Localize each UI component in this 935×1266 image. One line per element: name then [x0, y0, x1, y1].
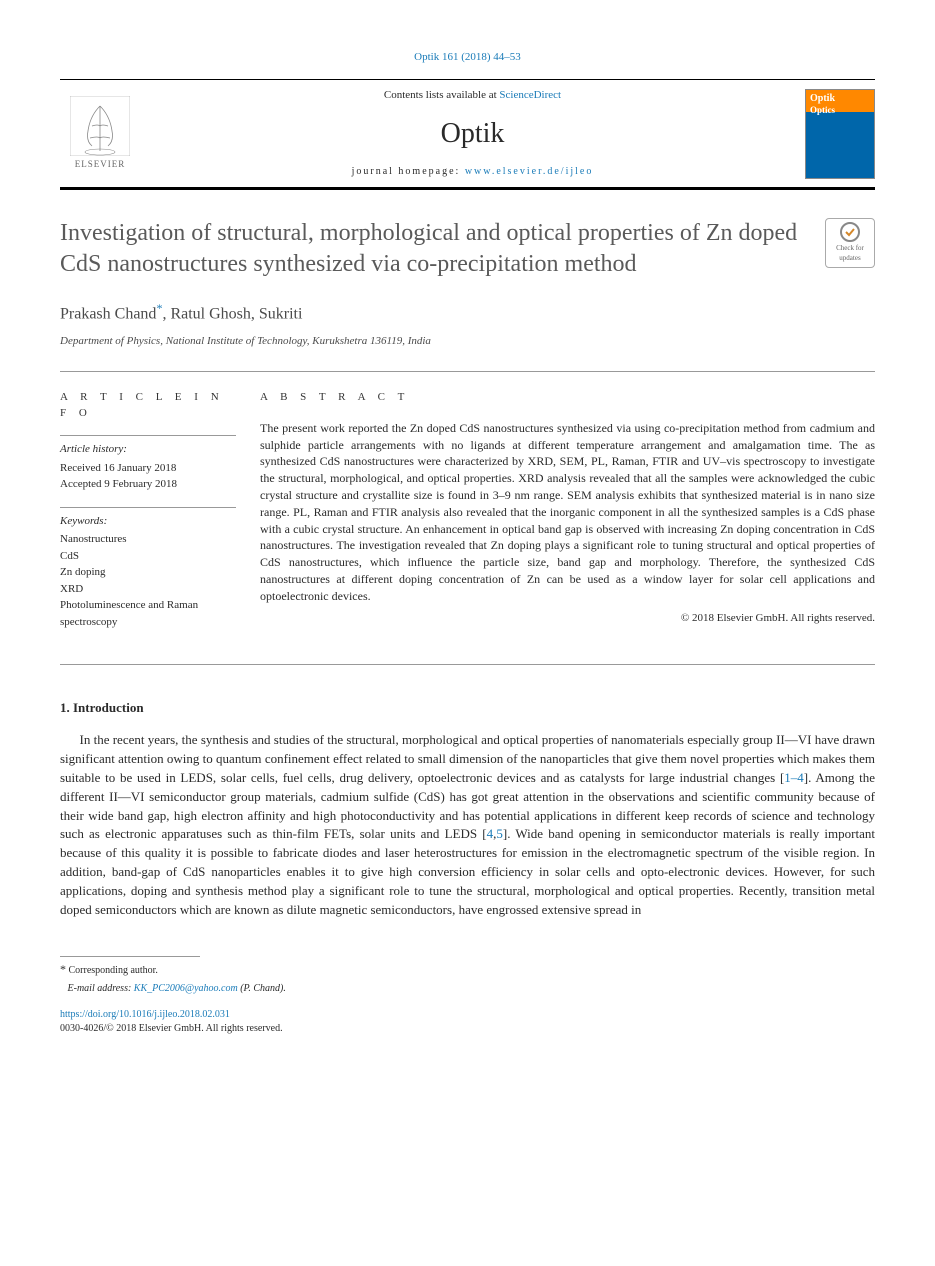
cover-subtitle: Optics: [810, 104, 835, 117]
check-icon: [840, 222, 860, 242]
abstract-text: The present work reported the Zn doped C…: [260, 420, 875, 605]
check-text-2: updates: [839, 254, 860, 264]
email-line: E-mail address: KK_PC2006@yahoo.com (P. …: [60, 982, 875, 996]
publisher-logo[interactable]: ELSEVIER: [60, 89, 140, 179]
contents-available: Contents lists available at ScienceDirec…: [140, 88, 805, 103]
footnote-asterisk: *: [60, 962, 66, 976]
doi-link[interactable]: https://doi.org/10.1016/j.ijleo.2018.02.…: [60, 1008, 875, 1022]
homepage-prefix: journal homepage:: [352, 166, 465, 177]
email-link[interactable]: KK_PC2006@yahoo.com: [134, 983, 238, 994]
affiliation: Department of Physics, National Institut…: [60, 334, 875, 349]
accepted-date: Accepted 9 February 2018: [60, 476, 236, 493]
keyword-0: Nanostructures: [60, 531, 236, 548]
divider-1: [60, 371, 875, 372]
sciencedirect-link[interactable]: ScienceDirect: [499, 89, 561, 101]
intro-paragraph: In the recent years, the synthesis and s…: [60, 731, 875, 919]
article-title: Investigation of structural, morphologic…: [60, 218, 805, 280]
received-date: Received 16 January 2018: [60, 460, 236, 477]
email-prefix: E-mail address:: [68, 983, 134, 994]
homepage-line: journal homepage: www.elsevier.de/ijleo: [140, 165, 805, 179]
keyword-1: CdS: [60, 548, 236, 565]
article-info-label: a r t i c l e i n f o: [60, 390, 236, 421]
history-head: Article history:: [60, 442, 236, 457]
email-suffix: (P. Chand).: [238, 983, 286, 994]
contents-prefix: Contents lists available at: [384, 89, 499, 101]
homepage-link[interactable]: www.elsevier.de/ijleo: [465, 166, 594, 177]
publisher-name: ELSEVIER: [75, 158, 126, 171]
keyword-3: XRD: [60, 581, 236, 598]
check-text-1: Check for: [836, 244, 864, 254]
citation-link[interactable]: Optik 161 (2018) 44–53: [414, 51, 521, 63]
abstract-label: a b s t r a c t: [260, 390, 875, 405]
issn-copyright: 0030-4026/© 2018 Elsevier GmbH. All righ…: [60, 1022, 875, 1036]
corr-label: Corresponding author.: [69, 965, 158, 976]
ref-link-1[interactable]: 1–4: [784, 770, 804, 785]
journal-header: ELSEVIER Contents lists available at Sci…: [60, 79, 875, 190]
elsevier-tree-icon: [70, 96, 130, 156]
keyword-4: Photoluminescence and Raman spectroscopy: [60, 597, 236, 630]
footer-separator: [60, 956, 200, 957]
article-history-block: Article history: Received 16 January 201…: [60, 435, 236, 492]
corresponding-note: * Corresponding author.: [60, 961, 875, 978]
abstract-copyright: © 2018 Elsevier GmbH. All rights reserve…: [260, 611, 875, 626]
journal-cover-thumbnail[interactable]: Optik Optics: [805, 89, 875, 179]
intro-heading: 1. Introduction: [60, 699, 875, 717]
authors-line: Prakash Chand*, Ratul Ghosh, Sukriti: [60, 300, 875, 326]
keywords-block: Keywords: Nanostructures CdS Zn doping X…: [60, 507, 236, 630]
author-1: Prakash Chand: [60, 306, 156, 323]
keyword-2: Zn doping: [60, 564, 236, 581]
keywords-head: Keywords:: [60, 514, 236, 529]
check-updates-badge[interactable]: Check for updates: [825, 218, 875, 268]
citation-line: Optik 161 (2018) 44–53: [60, 50, 875, 65]
intro-text-1: In the recent years, the synthesis and s…: [60, 732, 875, 785]
authors-rest: , Ratul Ghosh, Sukriti: [162, 306, 302, 323]
journal-name: Optik: [140, 114, 805, 153]
